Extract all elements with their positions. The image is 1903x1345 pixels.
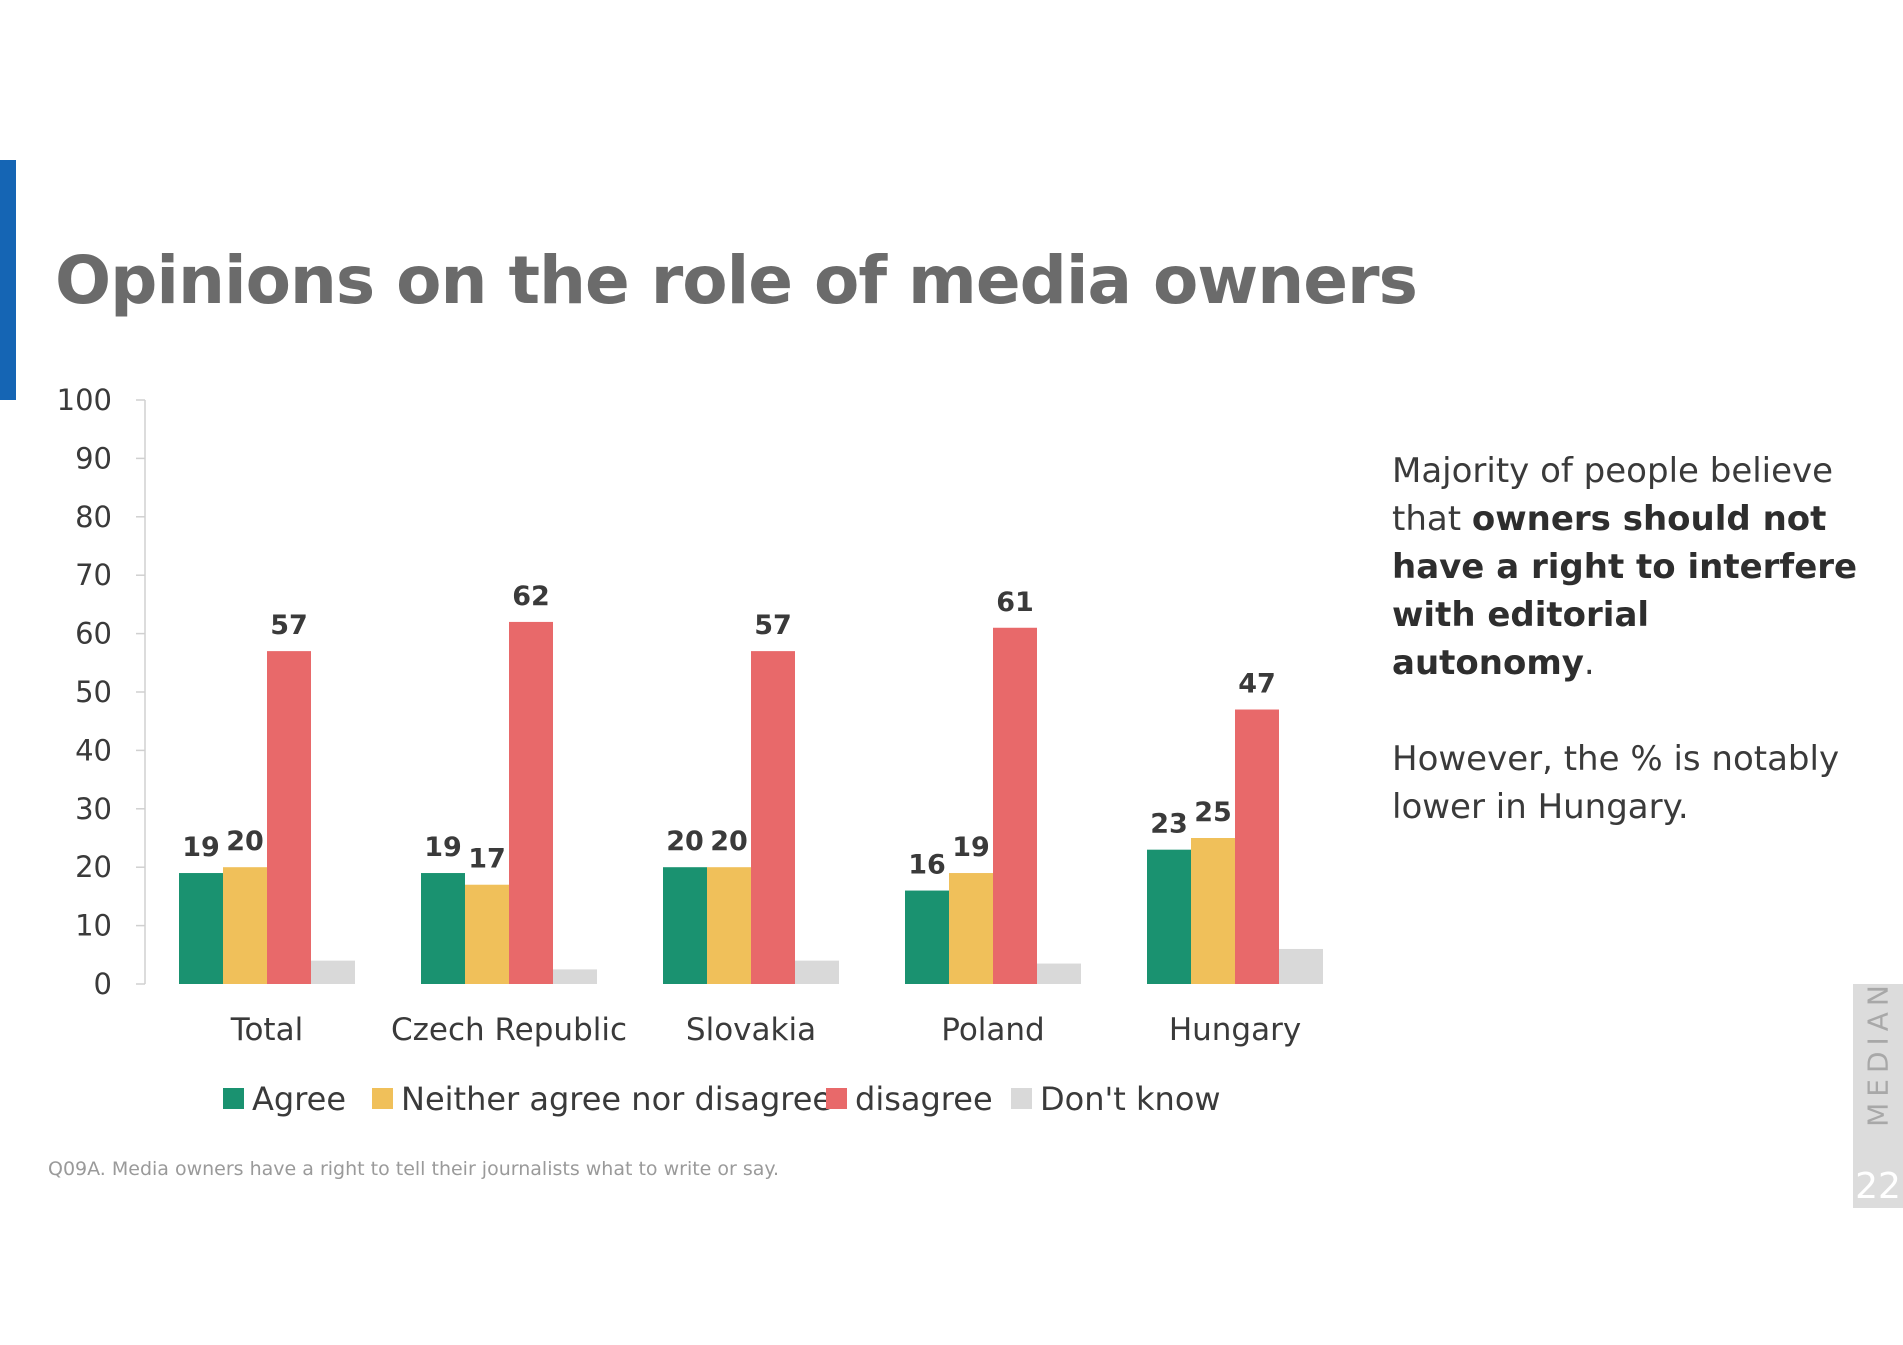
bar — [223, 867, 267, 984]
insight-line-2-bold: owners should not — [1471, 499, 1827, 539]
data-label: 19 — [952, 832, 990, 863]
legend-label: Agree — [252, 1080, 346, 1118]
data-label: 20 — [226, 826, 264, 857]
data-label: 20 — [666, 826, 704, 857]
insight-line-5: However, the % is notably — [1392, 739, 1840, 779]
y-tick-label: 50 — [75, 675, 112, 709]
legend-swatch — [1011, 1088, 1032, 1109]
data-label: 57 — [754, 610, 792, 641]
bars — [179, 621, 1323, 984]
brand-logo: MEDIAN — [1861, 979, 1895, 1127]
y-tick-label: 90 — [75, 441, 112, 475]
question-footnote: Q09A. Media owners have a right to tell … — [48, 1158, 779, 1180]
data-label: 19 — [424, 832, 462, 863]
legend-label: disagree — [855, 1080, 993, 1118]
insight-line-4-end: . — [1583, 643, 1595, 683]
bar — [509, 621, 553, 984]
insight-line-4-bold: with editorial autonomy — [1392, 595, 1650, 683]
insight-line-1: Majority of people believe — [1392, 451, 1834, 491]
bar — [1037, 963, 1081, 984]
insight-line-2-text: that — [1392, 499, 1472, 539]
insight-line-3: have a right to interfere — [1392, 543, 1862, 591]
y-tick-label: 30 — [75, 792, 112, 826]
legend-swatch — [372, 1088, 393, 1109]
legend-label: Neither agree nor disagree — [401, 1080, 832, 1118]
legend-swatch — [223, 1088, 244, 1109]
bar — [1191, 838, 1235, 984]
data-label: 16 — [908, 850, 946, 881]
x-category-label: Slovakia — [686, 1012, 816, 1048]
bar — [179, 873, 223, 984]
category-labels: Total Czech Republic Slovakia Poland Hungary — [230, 1012, 1301, 1048]
page-title: Opinions on the role of media owners — [55, 242, 1418, 319]
y-tick-label: 70 — [75, 558, 112, 592]
y-tick-label: 60 — [75, 617, 112, 651]
data-label: 20 — [710, 826, 748, 857]
bar — [949, 873, 993, 984]
bar — [1235, 709, 1279, 984]
y-tick-label: 20 — [75, 850, 112, 884]
bar — [465, 884, 509, 984]
brand-panel — [1853, 984, 1903, 1208]
y-axis: 0 10 20 30 40 50 60 70 80 90 100 — [57, 383, 146, 1001]
bar — [1279, 948, 1323, 984]
bar — [1147, 849, 1191, 984]
y-tick-label: 40 — [75, 733, 112, 767]
bar — [751, 651, 795, 984]
y-tick-label: 10 — [75, 909, 112, 943]
data-label: 19 — [182, 832, 220, 863]
key-insight: Majority of people believe that owners s… — [1392, 447, 1862, 831]
y-tick-label: 0 — [94, 967, 112, 1001]
bar — [421, 873, 465, 984]
data-label: 62 — [512, 581, 550, 612]
insight-gap — [1392, 687, 1862, 735]
legend-swatch — [826, 1088, 847, 1109]
insight-line-2: that owners should not — [1392, 495, 1862, 543]
insight-line-4: with editorial autonomy. — [1392, 591, 1862, 687]
bar — [663, 867, 707, 984]
bar — [311, 960, 355, 984]
insight-line-6: lower in Hungary. — [1392, 787, 1689, 827]
bar — [553, 969, 597, 984]
data-label: 57 — [270, 610, 308, 641]
legend-label: Don't know — [1040, 1080, 1221, 1118]
bar — [267, 651, 311, 984]
bar — [795, 960, 839, 984]
data-label: 17 — [468, 844, 506, 875]
legend: Agree Neither agree nor disagree disagree D… — [223, 1080, 1221, 1118]
y-tick-label: 100 — [57, 383, 112, 417]
y-tick-label: 80 — [75, 500, 112, 534]
insight-line-3-bold: have a right to interfere — [1392, 547, 1858, 587]
data-label: 23 — [1150, 809, 1188, 840]
data-label: 61 — [996, 587, 1034, 618]
x-category-label: Czech Republic — [391, 1012, 627, 1048]
bar — [993, 627, 1037, 984]
page-number: 22 — [1855, 1166, 1901, 1207]
accent-bar — [0, 160, 16, 400]
data-label: 47 — [1238, 669, 1276, 700]
x-category-label: Total — [230, 1012, 303, 1048]
x-category-label: Poland — [941, 1012, 1045, 1048]
bar — [707, 867, 751, 984]
x-category-label: Hungary — [1169, 1012, 1301, 1048]
bar — [905, 890, 949, 984]
data-label: 25 — [1194, 797, 1232, 828]
